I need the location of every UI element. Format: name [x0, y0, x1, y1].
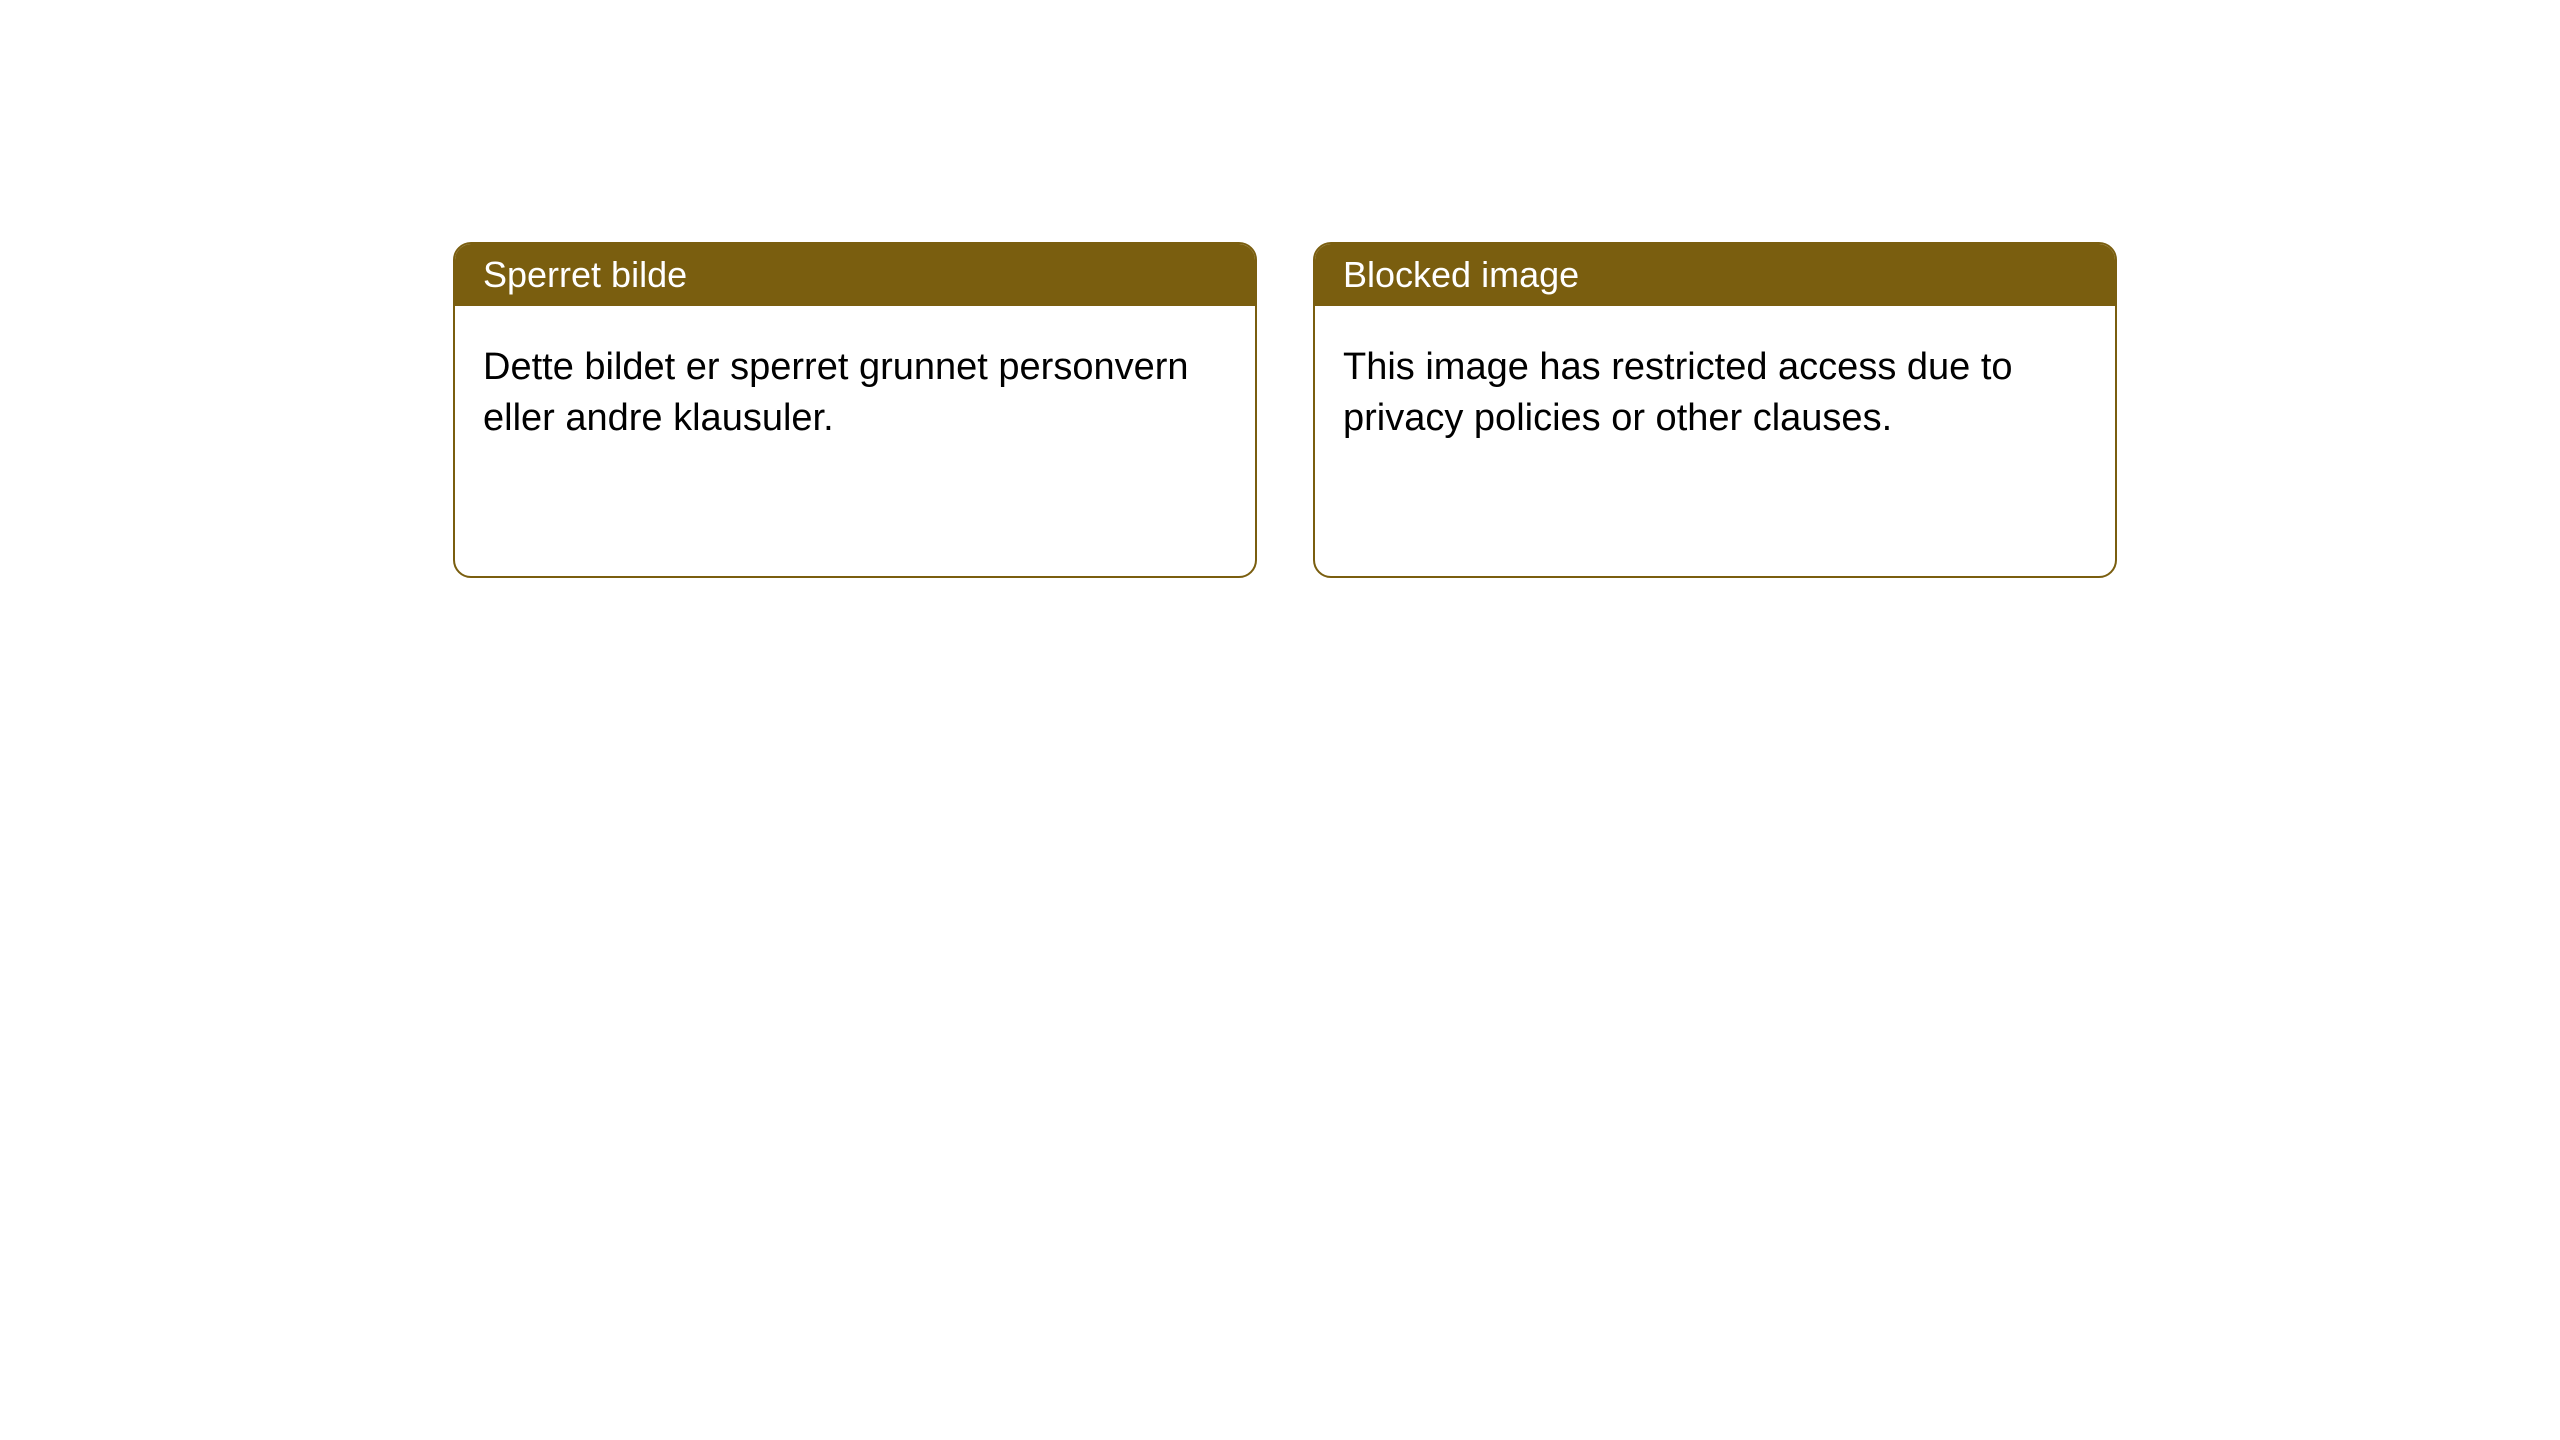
notice-body-english: This image has restricted access due to … — [1315, 306, 2115, 576]
notice-title-english: Blocked image — [1315, 244, 2115, 306]
notice-title-norwegian: Sperret bilde — [455, 244, 1255, 306]
notice-body-norwegian: Dette bildet er sperret grunnet personve… — [455, 306, 1255, 576]
notice-card-english: Blocked image This image has restricted … — [1313, 242, 2117, 578]
notice-card-norwegian: Sperret bilde Dette bildet er sperret gr… — [453, 242, 1257, 578]
notice-container: Sperret bilde Dette bildet er sperret gr… — [0, 0, 2560, 578]
